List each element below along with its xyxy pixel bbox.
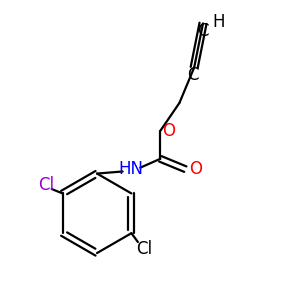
Text: O: O — [162, 122, 175, 140]
Text: H: H — [212, 13, 225, 31]
Text: O: O — [189, 160, 202, 178]
Text: HN: HN — [118, 160, 143, 178]
Text: Cl: Cl — [38, 176, 54, 194]
Text: Cl: Cl — [136, 240, 153, 258]
Text: C: C — [187, 66, 198, 84]
Text: C: C — [197, 22, 209, 40]
